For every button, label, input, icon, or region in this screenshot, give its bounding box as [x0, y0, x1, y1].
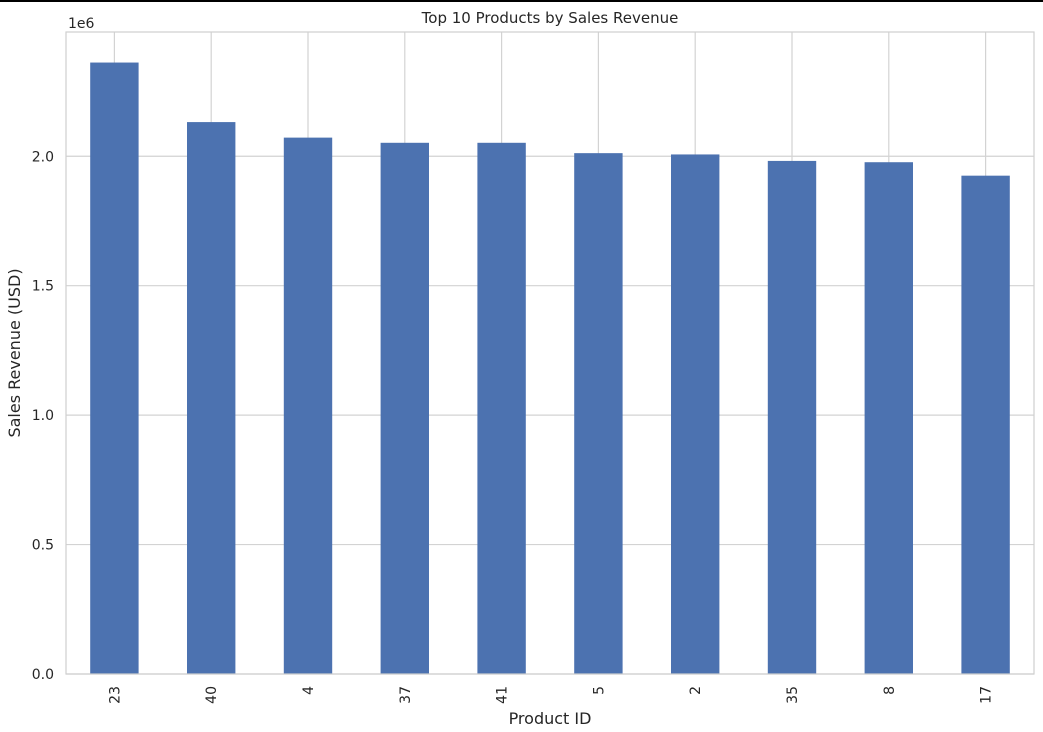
x-tick-label: 41: [495, 686, 511, 704]
bar-product-41: [477, 142, 526, 675]
x-tick-label: 4: [301, 686, 317, 695]
bar-product-40: [187, 122, 236, 674]
x-tick-label: 37: [398, 686, 414, 704]
x-axis-label: Product ID: [509, 709, 592, 728]
plot-frame: [65, 31, 1035, 675]
x-grid: [113, 32, 987, 674]
bar-product-35: [767, 160, 817, 675]
x-tick-label: 5: [591, 686, 607, 695]
bar-product-17: [961, 175, 1010, 674]
x-tick-label: 35: [785, 686, 801, 704]
x-tick-label: 40: [204, 686, 220, 704]
bar-product-5: [574, 153, 623, 674]
bars-group: [90, 62, 1010, 675]
chart-title: Top 10 Products by Sales Revenue: [421, 9, 679, 27]
x-tick-label: 23: [107, 686, 123, 704]
bar-product-23: [90, 62, 139, 675]
x-tick-label: 17: [979, 686, 995, 704]
y-axis-label: Sales Revenue (USD): [5, 268, 24, 437]
y-tick-label: 1.0: [32, 408, 54, 424]
x-tick-label: 8: [882, 686, 898, 695]
bar-product-2: [671, 154, 720, 674]
y-tick-label: 2.0: [32, 149, 54, 165]
x-ticks: 23 40 4 37 41 5 2 35 8 17: [107, 686, 994, 704]
y-tick-label: 1.5: [32, 279, 54, 295]
y-tick-label: 0.0: [32, 667, 54, 683]
y-ticks: 0.0 0.5 1.0 1.5 2.0: [32, 149, 54, 683]
bar-product-37: [380, 142, 429, 675]
bar-product-8: [864, 162, 913, 674]
bar-product-4: [283, 137, 333, 674]
y-axis-offset-label: 1e6: [68, 16, 95, 32]
y-tick-label: 0.5: [32, 538, 54, 554]
x-tick-label: 2: [688, 686, 704, 695]
